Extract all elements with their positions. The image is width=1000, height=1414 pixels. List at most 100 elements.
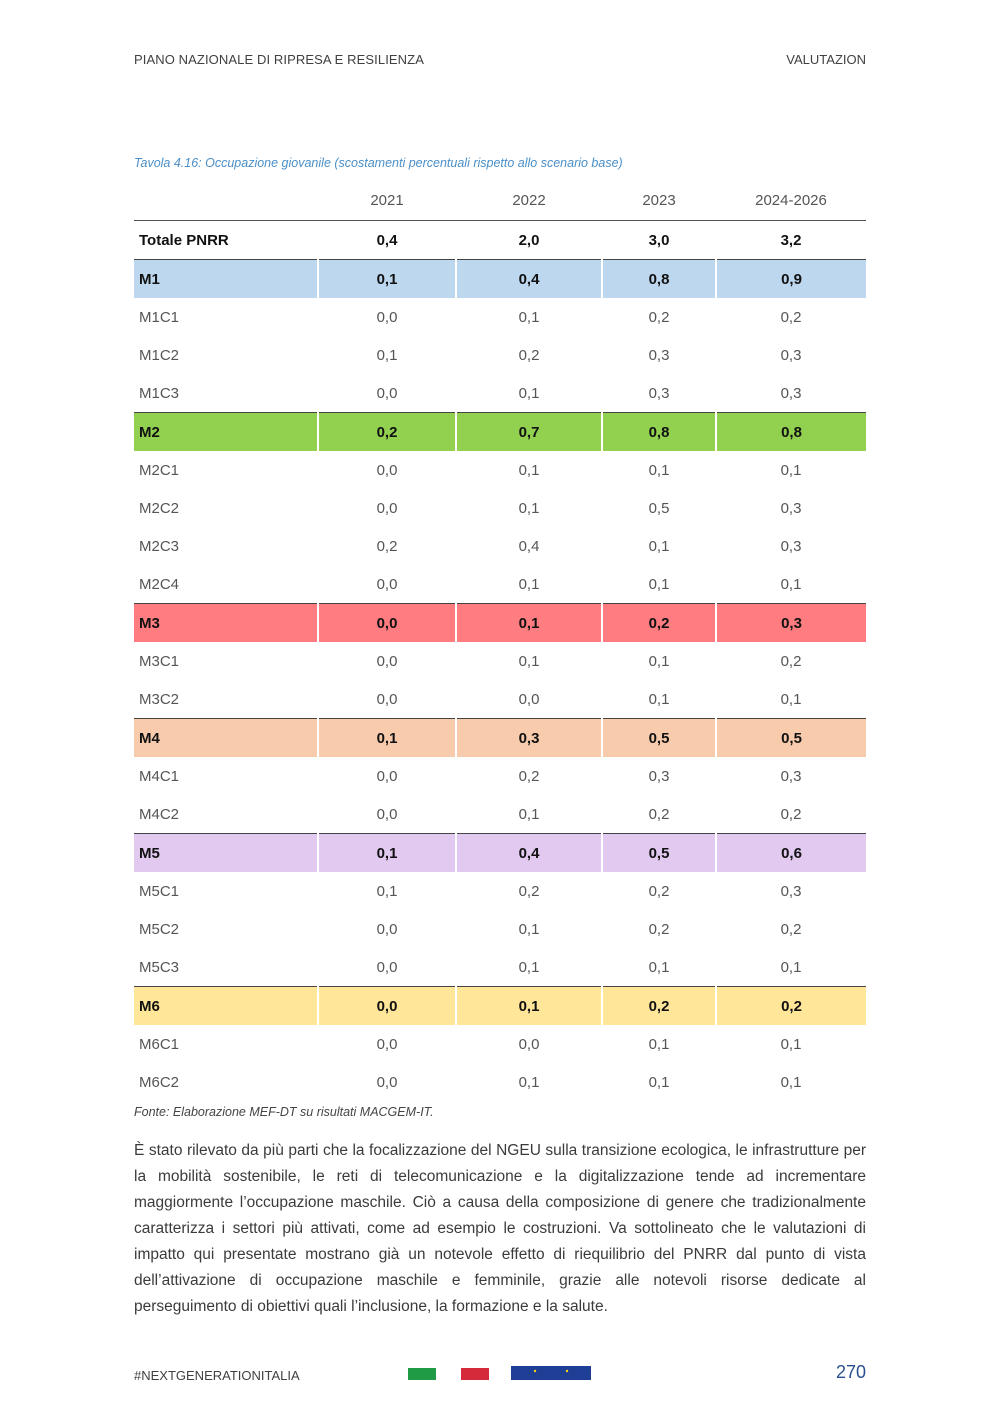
component-row: M4C1 0,0 0,2 0,3 0,3 <box>134 757 866 795</box>
row-label: M3C1 <box>139 652 180 670</box>
cell-value: 0,3 <box>780 499 802 517</box>
component-row: M2C4 0,0 0,1 0,1 0,1 <box>134 565 866 604</box>
eu-flag-icon <box>511 1366 591 1380</box>
cell-value: 0,1 <box>648 461 670 479</box>
row-label: M1C2 <box>139 346 180 364</box>
cell-value: 3,2 <box>780 231 802 249</box>
running-header-right: VALUTAZION <box>786 52 866 67</box>
cell-value: 0,2 <box>317 412 456 451</box>
cell-value: 0,4 <box>376 231 398 249</box>
cell-value: 0,0 <box>376 805 398 823</box>
cell-value: 0,1 <box>518 308 540 326</box>
cell-value: 0,1 <box>518 1073 540 1091</box>
cell-value: 0,3 <box>780 767 802 785</box>
cell-value: 0,2 <box>518 882 540 900</box>
component-row: M3C1 0,0 0,1 0,1 0,2 <box>134 642 866 680</box>
component-row: M1C1 0,0 0,1 0,2 0,2 <box>134 298 866 336</box>
cell-value: 0,1 <box>518 461 540 479</box>
row-label: M2C1 <box>139 461 180 479</box>
cell-value: 0,1 <box>648 958 670 976</box>
cell-value: 0,2 <box>518 767 540 785</box>
cell-value: 0,1 <box>518 575 540 593</box>
cell-value: 0,1 <box>455 986 602 1025</box>
cell-value: 0,8 <box>715 412 866 451</box>
cell-value: 0,0 <box>376 384 398 402</box>
cell-value: 0,0 <box>376 958 398 976</box>
table-header-row: 2021 2022 2023 2024-2026 <box>134 181 866 221</box>
cell-value: 0,0 <box>376 308 398 326</box>
cell-value: 0,2 <box>518 346 540 364</box>
cell-value: 0,1 <box>648 1035 670 1053</box>
component-row: M1C3 0,0 0,1 0,3 0,3 <box>134 374 866 413</box>
cell-value: 0,4 <box>455 259 602 298</box>
component-row: M4C2 0,0 0,1 0,2 0,2 <box>134 795 866 834</box>
cell-value: 0,1 <box>648 575 670 593</box>
mission-row-m4: M4 0,1 0,3 0,5 0,5 <box>134 718 866 757</box>
cell-value: 0,2 <box>376 537 398 555</box>
cell-value: 0,3 <box>648 384 670 402</box>
cell-value: 0,1 <box>648 690 670 708</box>
cell-value: 0,0 <box>376 690 398 708</box>
column-header: 2021 <box>318 181 456 221</box>
cell-value: 0,0 <box>518 1035 540 1053</box>
cell-value: 0,6 <box>715 833 866 872</box>
mission-row-m6: M6 0,0 0,1 0,2 0,2 <box>134 986 866 1025</box>
cell-value: 0,1 <box>518 805 540 823</box>
cell-value: 0,3 <box>648 346 670 364</box>
row-label: M5C1 <box>139 882 180 900</box>
cell-value: 0,3 <box>648 767 670 785</box>
cell-value: 0,1 <box>518 499 540 517</box>
cell-value: 0,3 <box>780 537 802 555</box>
component-row: M2C2 0,0 0,1 0,5 0,3 <box>134 489 866 527</box>
cell-value: 0,2 <box>601 603 716 642</box>
cell-value: 0,2 <box>648 805 670 823</box>
cell-value: 0,0 <box>376 1073 398 1091</box>
employment-table: 2021 2022 2023 2024-2026 Totale PNRR 0,4… <box>134 181 866 1101</box>
row-label: M4C1 <box>139 767 180 785</box>
header-empty-cell <box>134 181 318 221</box>
row-label: M5C3 <box>139 958 180 976</box>
italian-flag-red-icon <box>461 1368 489 1380</box>
component-row: M6C1 0,0 0,0 0,1 0,1 <box>134 1025 866 1063</box>
cell-value: 0,0 <box>317 986 456 1025</box>
cell-value: 0,1 <box>317 259 456 298</box>
row-label: M5C2 <box>139 920 180 938</box>
cell-value: 0,1 <box>780 690 802 708</box>
cell-value: 0,4 <box>455 833 602 872</box>
cell-value: 0,3 <box>780 882 802 900</box>
row-label: M3C2 <box>139 690 180 708</box>
cell-value: 0,0 <box>317 603 456 642</box>
row-label: M6 <box>134 986 318 1025</box>
cell-value: 0,1 <box>376 346 398 364</box>
table-caption: Tavola 4.16: Occupazione giovanile (scos… <box>134 156 623 170</box>
row-label: M1 <box>134 259 318 298</box>
cell-value: 0,3 <box>715 603 866 642</box>
row-label: M5 <box>134 833 318 872</box>
cell-value: 0,5 <box>648 499 670 517</box>
cell-value: 0,1 <box>376 882 398 900</box>
cell-value: 0,8 <box>601 412 716 451</box>
cell-value: 0,1 <box>648 1073 670 1091</box>
column-header: 2024-2026 <box>716 181 866 221</box>
cell-value: 0,2 <box>648 882 670 900</box>
cell-value: 0,5 <box>715 718 866 757</box>
row-label: M1C1 <box>139 308 180 326</box>
cell-value: 0,2 <box>648 308 670 326</box>
cell-value: 0,3 <box>780 384 802 402</box>
cell-value: 0,2 <box>715 986 866 1025</box>
cell-value: 0,1 <box>648 652 670 670</box>
cell-value: 0,1 <box>780 1073 802 1091</box>
cell-value: 0,5 <box>601 833 716 872</box>
component-row: M3C2 0,0 0,0 0,1 0,1 <box>134 680 866 719</box>
cell-value: 0,0 <box>376 1035 398 1053</box>
row-label: M6C1 <box>139 1035 180 1053</box>
component-row: M5C3 0,0 0,1 0,1 0,1 <box>134 948 866 987</box>
row-label: M2 <box>134 412 318 451</box>
cell-value: 0,0 <box>376 461 398 479</box>
column-header: 2023 <box>602 181 716 221</box>
cell-value: 0,1 <box>518 920 540 938</box>
cell-value: 0,2 <box>780 652 802 670</box>
component-row: M2C1 0,0 0,1 0,1 0,1 <box>134 451 866 489</box>
cell-value: 0,1 <box>780 461 802 479</box>
component-row: M1C2 0,1 0,2 0,3 0,3 <box>134 336 866 374</box>
